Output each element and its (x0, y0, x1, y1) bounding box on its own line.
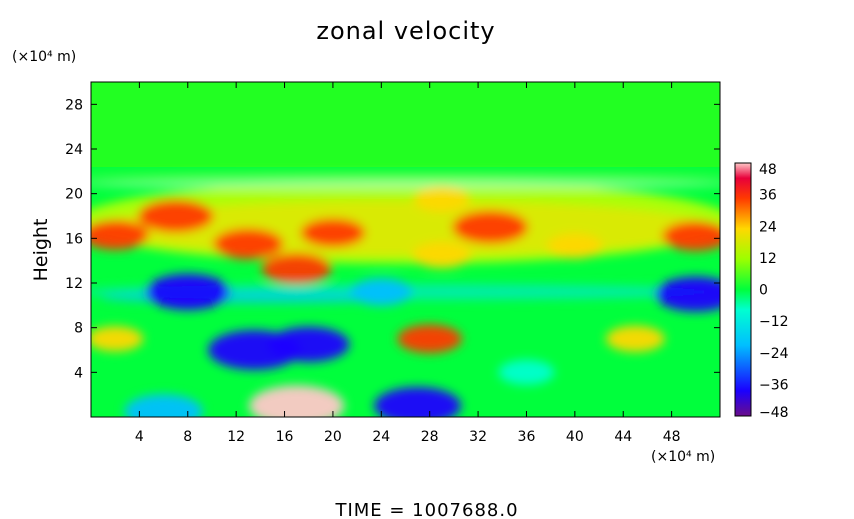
heatmap-cell (662, 221, 720, 251)
y-tick-label: 20 (65, 187, 83, 203)
heatmap-cell (249, 385, 345, 417)
x-tick-label: 12 (227, 429, 245, 445)
heatmap-cell (300, 218, 366, 248)
time-label: TIME = 1007688.0 (334, 500, 518, 519)
y-tick-label: 8 (74, 321, 83, 337)
x-axis: 4 8 12 16 20 24 28 32 36 40 44 48 (135, 82, 681, 445)
y-tick-label: 4 (74, 365, 83, 381)
y-axis-label: Height (30, 219, 52, 282)
heatmap-cell (91, 220, 149, 250)
chart-title: zonal velocity (316, 17, 495, 45)
x-tick-label: 28 (421, 429, 439, 445)
heatmap-cell (145, 273, 230, 311)
heatmap-cell (655, 276, 720, 312)
colorbar-axis: 48 36 24 12 0 −12 −24 −36 −48 (759, 162, 789, 421)
heatmap-cell (498, 359, 555, 385)
colorbar-tick-label: 24 (759, 219, 777, 235)
x-tick-label: 20 (324, 429, 342, 445)
heatmap-cell (91, 173, 720, 179)
colorbar-tick-label: 36 (759, 188, 777, 204)
x-tick-label: 48 (663, 429, 681, 445)
heatmap-cell (213, 228, 284, 260)
heatmap-field (91, 82, 720, 417)
heatmap-cell (413, 186, 470, 212)
colorbar-tick-label: −12 (759, 314, 789, 330)
x-tick-label: 24 (372, 429, 390, 445)
x-tick-label: 40 (566, 429, 584, 445)
heatmap-cell (350, 278, 413, 306)
x-tick-label: 44 (614, 429, 632, 445)
heatmap-cell (91, 180, 720, 188)
colorbar-tick-label: 0 (759, 283, 768, 299)
colorbar-tick-label: 12 (759, 251, 777, 267)
heatmap-cell (137, 199, 214, 233)
y-tick-label: 28 (65, 97, 83, 113)
y-axis: 4 8 12 16 20 24 28 (65, 97, 720, 381)
y-axis-units: (×10⁴ m) (12, 49, 76, 65)
x-tick-label: 4 (135, 429, 144, 445)
colorbar-tick-label: −24 (759, 346, 789, 362)
heatmap-cell (397, 324, 462, 354)
plot-frame (90, 81, 721, 418)
heatmap-cell (208, 330, 301, 370)
x-tick-label: 36 (518, 429, 536, 445)
x-axis-units: (×10⁴ m) (651, 449, 715, 465)
heatmap-cell (452, 210, 528, 244)
heatmap-cell (412, 241, 472, 269)
heatmap-cell (261, 253, 332, 284)
heatmap-cell (546, 233, 603, 259)
y-tick-label: 16 (65, 231, 83, 247)
x-tick-label: 8 (183, 429, 192, 445)
colorbar-tick-label: −36 (759, 377, 789, 393)
heatmap-cell (374, 387, 461, 417)
x-tick-label: 32 (469, 429, 487, 445)
y-tick-label: 12 (65, 276, 83, 292)
y-tick-label: 24 (65, 142, 83, 158)
heatmap-cell (91, 326, 144, 352)
colorbar (734, 162, 752, 417)
heatmap-cell (124, 394, 203, 417)
colorbar-tick-label: −48 (759, 405, 789, 421)
heatmap-cell (605, 325, 665, 352)
colorbar-tick-label: 48 (759, 162, 777, 178)
x-tick-label: 16 (276, 429, 294, 445)
